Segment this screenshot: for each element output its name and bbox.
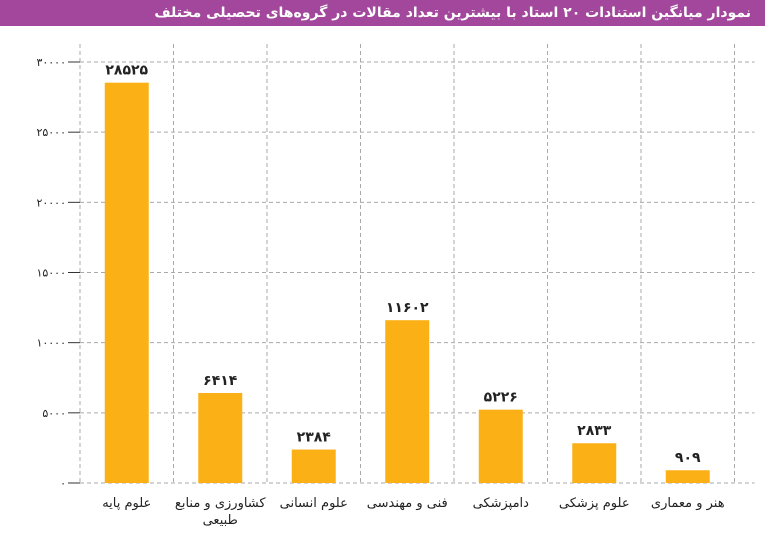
y-tick-label: ۲۰۰۰۰ <box>36 196 66 209</box>
x-tick-label: علوم پایه <box>102 496 152 511</box>
y-tick-label: ۳۰۰۰۰ <box>36 56 66 69</box>
chart-title: نمودار میانگین استنادات ۲۰ استاد با بیشت… <box>0 0 765 26</box>
value-label: ۹۰۹ <box>675 450 701 466</box>
bar <box>198 392 243 483</box>
value-label: ۲۸۵۲۵ <box>105 63 148 79</box>
x-tick-label: دامپزشکی <box>472 496 529 511</box>
y-tick-label: ۰ <box>60 477 66 490</box>
bar <box>385 320 430 483</box>
bar <box>478 409 523 483</box>
y-tick-label: ۲۵۰۰۰ <box>36 126 66 139</box>
y-tick-label: ۱۰۰۰۰ <box>36 337 66 350</box>
bar <box>665 470 710 483</box>
value-label: ۱۱۶۰۲ <box>386 300 429 316</box>
y-tick-label: ۱۵۰۰۰ <box>36 267 66 280</box>
value-label: ۲۳۸۴ <box>297 430 332 446</box>
x-tick-label: علوم انسانی <box>279 496 348 511</box>
x-tick-label: هنر و معماری <box>650 496 725 511</box>
y-tick-label: ۵۰۰۰ <box>42 407 66 420</box>
x-tick-label: فنی و مهندسی <box>366 496 448 511</box>
x-tick-label: علوم پزشکی <box>558 496 630 511</box>
value-label: ۶۴۱۴ <box>203 373 238 389</box>
value-label: ۲۸۳۳ <box>577 423 612 439</box>
bar <box>291 449 336 483</box>
bar <box>104 82 149 484</box>
value-label: ۵۲۲۶ <box>484 390 518 406</box>
x-tick-label: کشاورزی و منابع طبیعی <box>174 496 266 528</box>
bar <box>572 443 617 483</box>
